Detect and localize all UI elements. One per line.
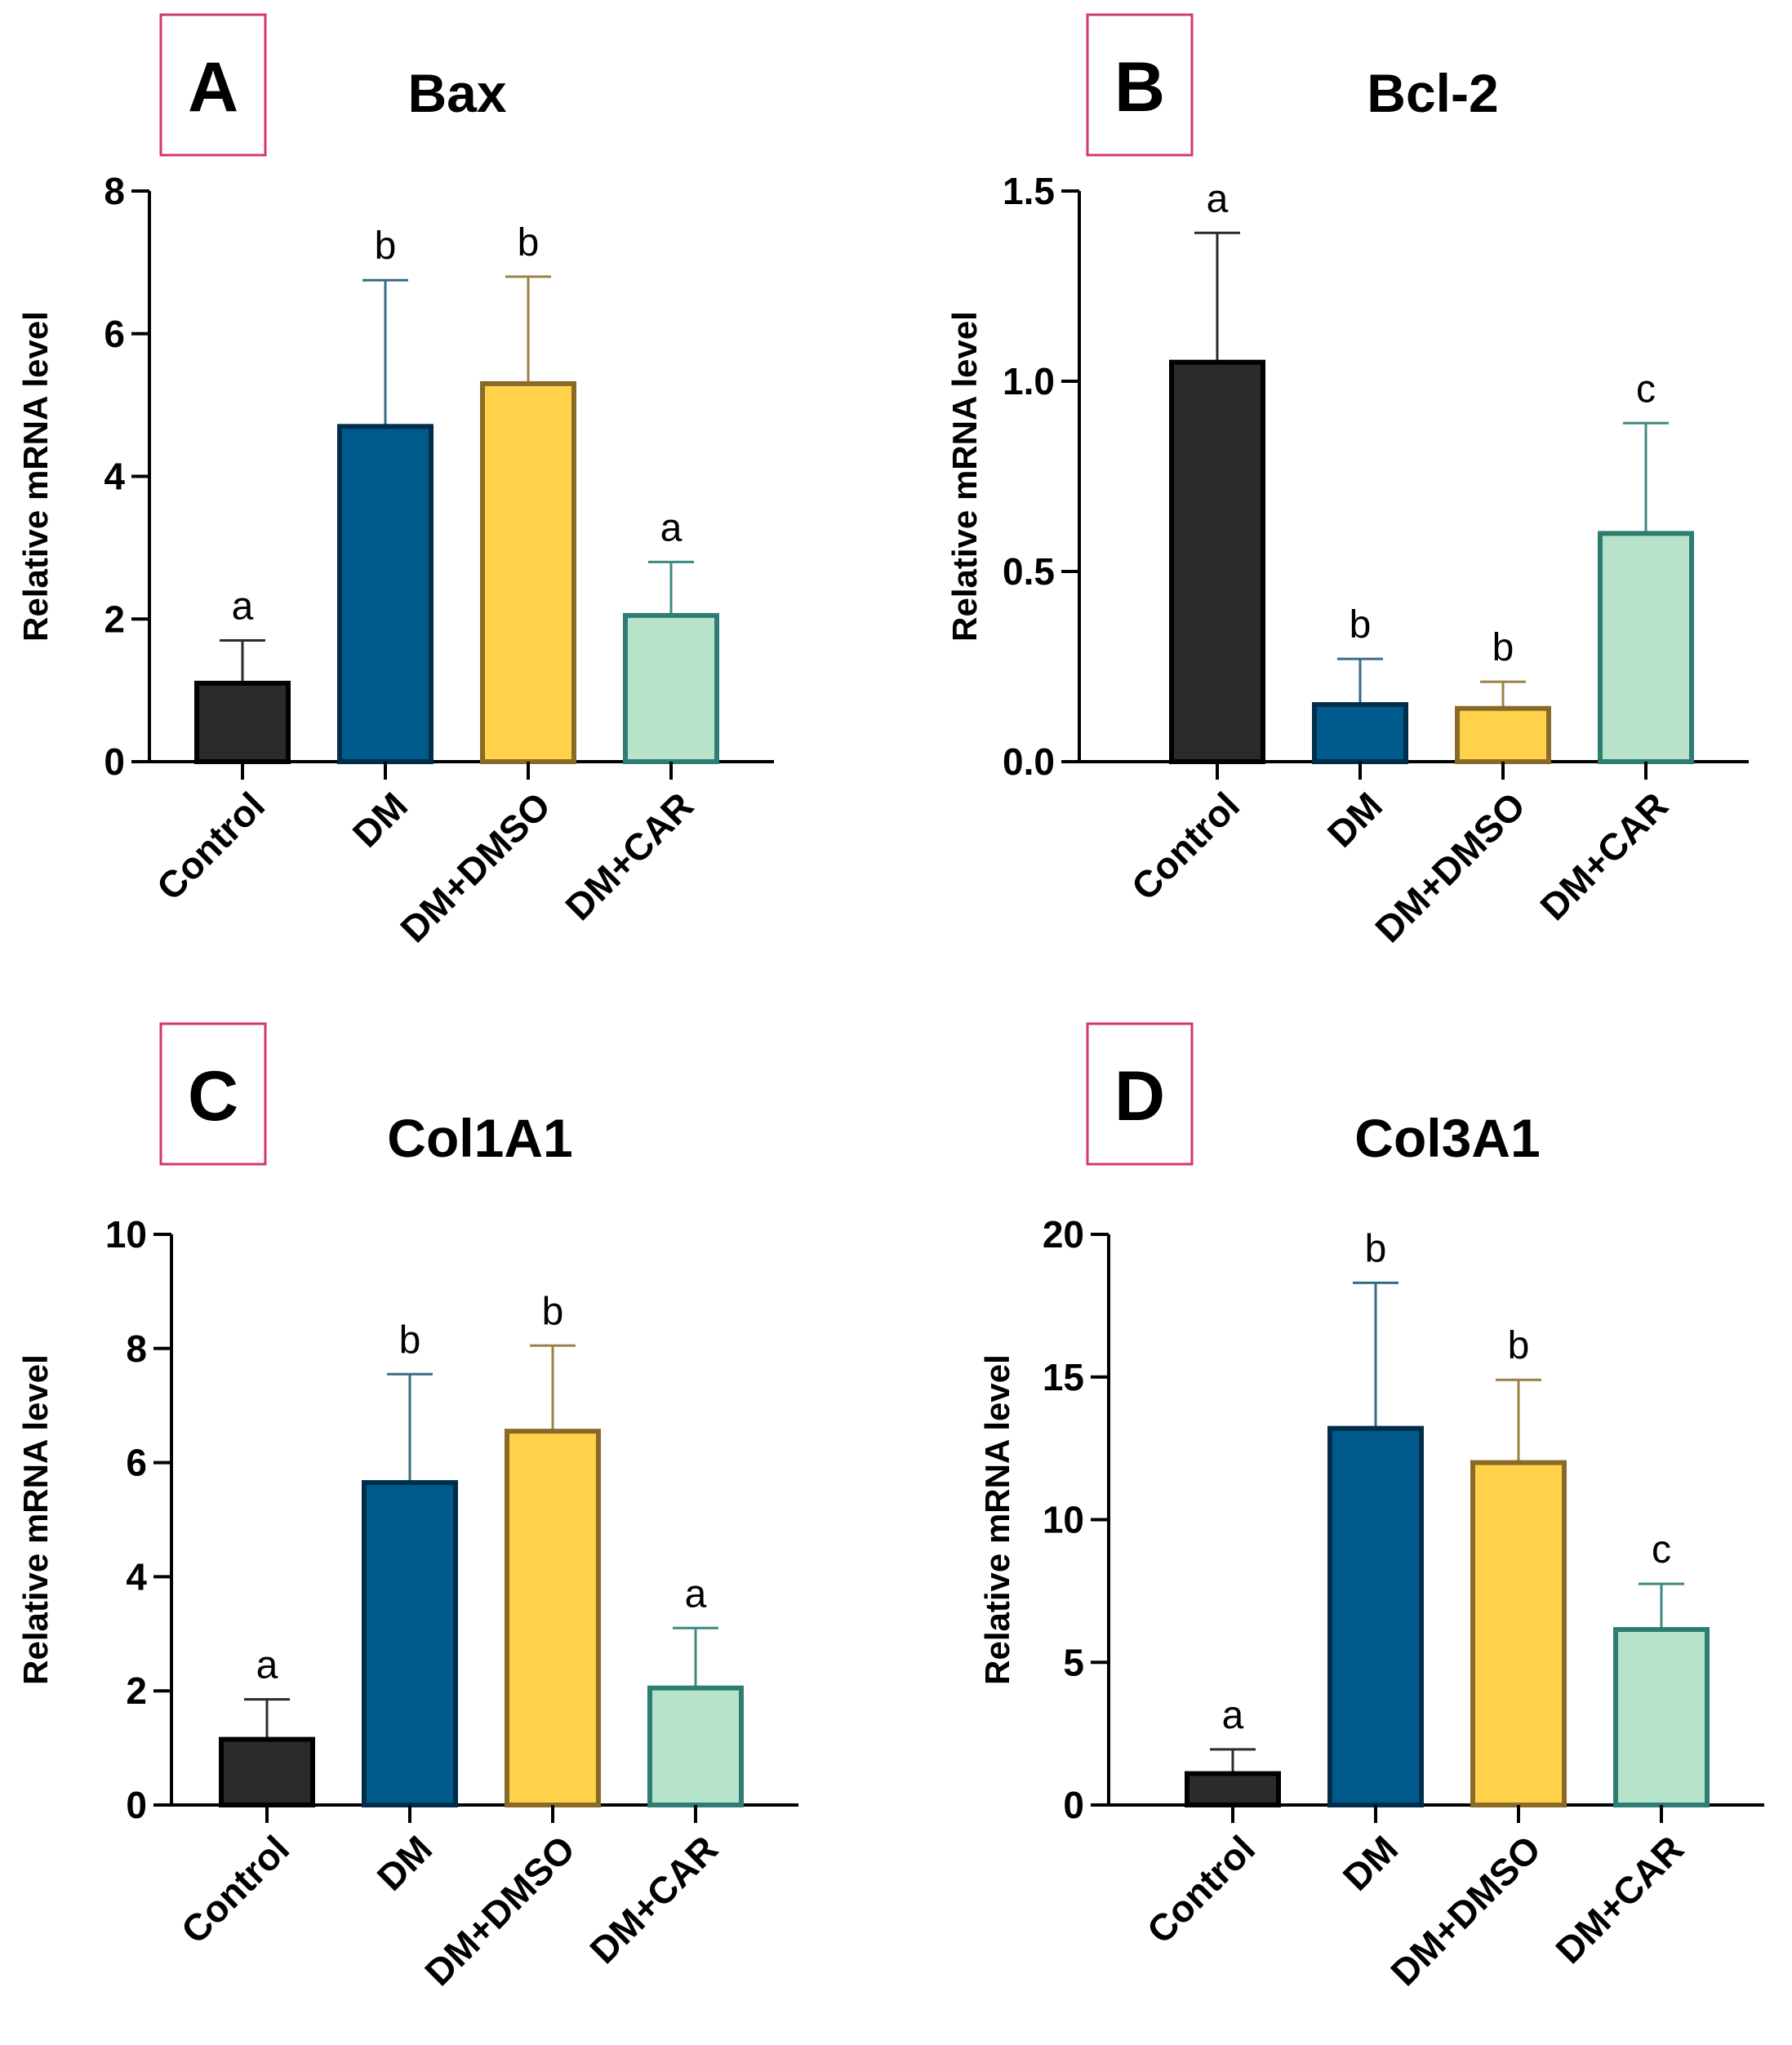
y-axis-label: Relative mRNA level xyxy=(16,1354,55,1685)
y-tick-label: 2 xyxy=(126,1669,147,1712)
chart-title: Col3A1 xyxy=(1354,1108,1540,1168)
y-tick-label: 6 xyxy=(126,1442,147,1484)
panel-letter: C xyxy=(188,1057,238,1136)
bar-dm xyxy=(1312,702,1408,764)
panel-letter-box xyxy=(159,1022,267,1166)
x-tick-label: DM+DMSO xyxy=(1367,784,1533,950)
significance-label: a xyxy=(232,585,254,628)
x-tick-label: DM xyxy=(1335,1827,1406,1898)
y-tick-label: 8 xyxy=(104,170,125,212)
panel-b: B Bcl-2 Relative mRNA level 0.0 0.5 1.0 1.5 a Co… xyxy=(945,13,1749,950)
y-axis-label: Relative mRNA level xyxy=(945,311,984,642)
significance-label: c xyxy=(1636,367,1656,411)
bar-dm-car xyxy=(1613,1627,1710,1807)
x-tick-label: Control xyxy=(173,1827,297,1951)
significance-label: a xyxy=(256,1644,278,1687)
y-tick-label: 4 xyxy=(126,1555,147,1598)
x-tick-label: DM+DMSO xyxy=(1382,1827,1549,1994)
significance-label: a xyxy=(660,506,683,549)
y-tick-label: 2 xyxy=(104,598,125,640)
x-tick-label: DM xyxy=(369,1827,440,1898)
significance-label: b xyxy=(399,1318,421,1362)
bar-dm-dmso xyxy=(505,1429,601,1808)
panel-letter-box xyxy=(159,13,267,157)
panel-d: D Col3A1 Relative mRNA level 0 5 10 15 20 a Contr… xyxy=(978,1022,1764,1994)
y-tick-label: 0.5 xyxy=(1003,550,1055,593)
x-tick-label: Control xyxy=(1123,784,1247,908)
y-tick-label: 1.5 xyxy=(1003,170,1055,212)
x-tick-label: DM+DMSO xyxy=(416,1827,583,1994)
chart-title: Bcl-2 xyxy=(1367,63,1498,123)
y-tick-label: 4 xyxy=(104,456,125,498)
bar-dm-car xyxy=(1598,531,1694,765)
significance-label: a xyxy=(685,1572,707,1616)
bar-dm xyxy=(362,1480,458,1807)
y-tick-label: 5 xyxy=(1063,1641,1084,1683)
bar-control xyxy=(1169,359,1265,764)
significance-label: b xyxy=(542,1290,564,1333)
panel-c: C Col1A1 Relative mRNA level 0 2 4 6 8 10 a Contro… xyxy=(16,1022,798,1994)
significance-label: b xyxy=(1492,626,1514,669)
bar-dm-car xyxy=(623,612,719,764)
x-tick-label: DM xyxy=(1319,784,1390,855)
y-tick-label: 1.0 xyxy=(1003,360,1055,402)
chart-title: Bax xyxy=(407,63,506,123)
bar-dm xyxy=(337,424,434,765)
y-tick-label: 0 xyxy=(1063,1784,1084,1826)
y-tick-label: 15 xyxy=(1043,1356,1084,1398)
significance-label: b xyxy=(1365,1227,1387,1270)
significance-label: a xyxy=(1222,1694,1244,1737)
chart-title: Col1A1 xyxy=(387,1108,572,1168)
x-tick-label: DM xyxy=(345,784,416,855)
y-tick-label: 10 xyxy=(105,1213,147,1256)
significance-label: b xyxy=(1508,1324,1530,1367)
y-tick-label: 10 xyxy=(1043,1499,1084,1541)
panel-letter-box xyxy=(1086,1022,1194,1166)
y-tick-label: 0.0 xyxy=(1003,740,1055,783)
bar-control xyxy=(219,1736,315,1807)
bar-control xyxy=(194,680,291,765)
x-tick-label: DM+DMSO xyxy=(392,784,558,950)
significance-label: b xyxy=(1350,603,1372,647)
x-tick-label: DM+CAR xyxy=(557,784,701,928)
x-tick-label: Control xyxy=(149,784,273,908)
bar-dm-dmso xyxy=(1470,1460,1567,1807)
y-tick-label: 8 xyxy=(126,1327,147,1370)
y-tick-label: 0 xyxy=(126,1784,147,1826)
bar-dm-dmso xyxy=(480,380,576,764)
bar-dm-car xyxy=(647,1685,744,1808)
x-tick-label: DM+CAR xyxy=(1547,1827,1692,1972)
significance-label: b xyxy=(518,221,540,265)
panel-letter: A xyxy=(188,48,238,127)
panel-a: A Bax Relative mRNA level 0 2 4 6 8 a Control b DM b… xyxy=(16,13,774,950)
panel-letter-box xyxy=(1086,13,1194,157)
panel-letter: B xyxy=(1114,48,1165,127)
y-tick-label: 20 xyxy=(1043,1213,1084,1256)
y-tick-label: 6 xyxy=(104,313,125,355)
x-tick-label: Control xyxy=(1139,1827,1263,1951)
y-tick-label: 0 xyxy=(104,740,125,783)
bar-dm-dmso xyxy=(1455,705,1551,765)
bar-control xyxy=(1185,1771,1281,1807)
significance-label: a xyxy=(1207,177,1229,220)
panel-letter: D xyxy=(1114,1057,1165,1136)
significance-label: c xyxy=(1652,1528,1671,1572)
significance-label: b xyxy=(375,225,397,268)
bar-dm xyxy=(1327,1425,1424,1808)
x-tick-label: DM+CAR xyxy=(1532,784,1676,928)
x-tick-label: DM+CAR xyxy=(581,1827,726,1972)
y-axis-label: Relative mRNA level xyxy=(16,311,55,642)
y-axis-label: Relative mRNA level xyxy=(978,1354,1016,1685)
